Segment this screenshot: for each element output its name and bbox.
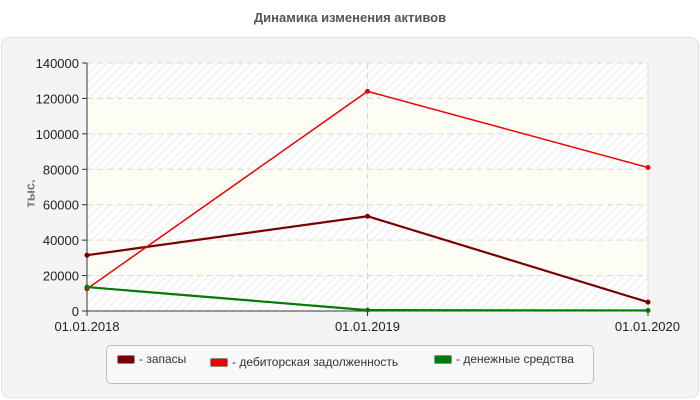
legend: - запасы - дебиторская задолженность - д… [106,345,594,384]
svg-text:01.01.2020: 01.01.2020 [615,319,680,334]
svg-text:01.01.2018: 01.01.2018 [54,319,119,334]
svg-text:80000: 80000 [43,162,79,177]
legend-label: - дебиторская задолженность [232,355,399,369]
chart-title: Динамика изменения активов [253,10,447,25]
y-axis-label: тыс. [22,179,38,208]
legend-swatch-icon [434,354,452,364]
legend-swatch-icon [210,357,228,367]
data-series [84,88,651,313]
svg-text:60000: 60000 [43,198,79,213]
legend-label: - денежные средства [456,352,574,366]
legend-swatch-icon [117,354,135,364]
gridlines [87,62,649,311]
svg-text:120000: 120000 [36,91,79,106]
legend-item-debitorskaya: - дебиторская задолженность [210,355,398,369]
svg-text:20000: 20000 [43,269,79,284]
legend-item-zapasy: - запасы [117,352,186,366]
svg-text:100000: 100000 [36,127,79,142]
svg-text:0: 0 [72,304,79,319]
svg-text:140000: 140000 [36,56,79,71]
svg-text:40000: 40000 [43,233,79,248]
legend-item-denezhnye: - денежные средства [434,352,574,366]
legend-label: - запасы [139,352,187,366]
svg-text:01.01.2019: 01.01.2019 [335,319,400,334]
tick-labels: 0 20000 40000 60000 80000 100000 120000 140000 0… [36,56,680,334]
